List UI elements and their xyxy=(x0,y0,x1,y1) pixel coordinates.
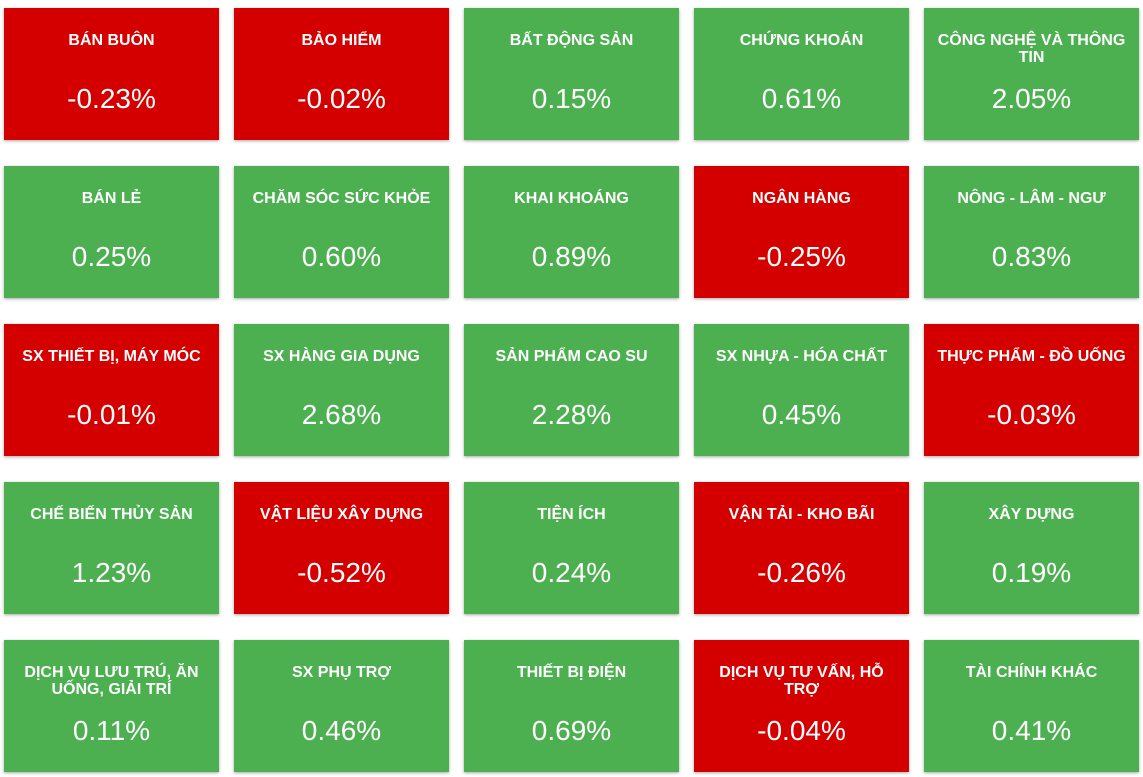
sector-name: CHỨNG KHOÁN xyxy=(739,32,864,49)
sector-tile[interactable]: SX PHỤ TRỢ 0.46% xyxy=(234,640,449,772)
sector-tile[interactable]: CHĂM SÓC SỨC KHỎE 0.60% xyxy=(234,166,449,298)
sector-tile[interactable]: SẢN PHẨM CAO SU 2.28% xyxy=(464,324,679,456)
sector-tile[interactable]: NÔNG - LÂM - NGƯ 0.83% xyxy=(924,166,1139,298)
sector-change: -0.25% xyxy=(757,241,846,272)
sector-tile[interactable]: XÂY DỰNG 0.19% xyxy=(924,482,1139,614)
sector-name: DỊCH VỤ LƯU TRÚ, ĂN UỐNG, GIẢI TRÍ xyxy=(24,664,199,698)
sector-tile[interactable]: KHAI KHOÁNG 0.89% xyxy=(464,166,679,298)
sector-change: -0.52% xyxy=(297,557,386,588)
sector-change: 0.61% xyxy=(761,83,842,114)
sector-change: 2.68% xyxy=(301,399,382,430)
sector-change: 0.89% xyxy=(531,241,612,272)
sector-tile[interactable]: CHỨNG KHOÁN 0.61% xyxy=(694,8,909,140)
sector-tile[interactable]: BẤT ĐỘNG SẢN 0.15% xyxy=(464,8,679,140)
sector-change: -0.01% xyxy=(67,399,156,430)
sector-tile[interactable]: DỊCH VỤ LƯU TRÚ, ĂN UỐNG, GIẢI TRÍ 0.11% xyxy=(4,640,219,772)
sector-tile[interactable]: CHẾ BIẾN THỦY SẢN 1.23% xyxy=(4,482,219,614)
sector-name: SX NHỰA - HÓA CHẤT xyxy=(715,348,888,365)
sector-tile[interactable]: NGÂN HÀNG -0.25% xyxy=(694,166,909,298)
sector-change: 0.45% xyxy=(761,399,842,430)
sector-tile[interactable]: VẬN TẢI - KHO BÃI -0.26% xyxy=(694,482,909,614)
sector-change: 2.28% xyxy=(531,399,612,430)
sector-tile[interactable]: THIẾT BỊ ĐIỆN 0.69% xyxy=(464,640,679,772)
sector-change: 0.83% xyxy=(991,241,1072,272)
sector-change: -0.03% xyxy=(987,399,1076,430)
sector-tile[interactable]: BÁN BUÔN -0.23% xyxy=(4,8,219,140)
sector-heatmap-grid: BÁN BUÔN -0.23% BẢO HIỂM -0.02% BẤT ĐỘNG… xyxy=(4,8,1139,772)
sector-change: -0.02% xyxy=(297,83,386,114)
sector-tile[interactable]: DỊCH VỤ TƯ VẤN, HỖ TRỢ -0.04% xyxy=(694,640,909,772)
sector-name: CÔNG NGHỆ VÀ THÔNG TIN xyxy=(937,32,1126,66)
sector-tile[interactable]: SX NHỰA - HÓA CHẤT 0.45% xyxy=(694,324,909,456)
sector-name: DỊCH VỤ TƯ VẤN, HỖ TRỢ xyxy=(719,664,884,698)
sector-name: SX THIẾT BỊ, MÁY MÓC xyxy=(22,348,201,365)
sector-tile[interactable]: SX THIẾT BỊ, MÁY MÓC -0.01% xyxy=(4,324,219,456)
sector-change: 0.41% xyxy=(991,715,1072,746)
sector-name: XÂY DỰNG xyxy=(988,506,1075,523)
sector-name: NÔNG - LÂM - NGƯ xyxy=(957,190,1106,207)
sector-change: 0.19% xyxy=(991,557,1072,588)
sector-name: SẢN PHẨM CAO SU xyxy=(495,348,648,365)
sector-tile[interactable]: VẬT LIỆU XÂY DỰNG -0.52% xyxy=(234,482,449,614)
sector-change: 0.11% xyxy=(72,715,151,746)
sector-name: BẤT ĐỘNG SẢN xyxy=(509,32,634,49)
sector-name: BẢO HIỂM xyxy=(301,32,382,49)
sector-change: 2.05% xyxy=(991,83,1072,114)
sector-change: 0.60% xyxy=(301,241,382,272)
sector-tile[interactable]: BÁN LẺ 0.25% xyxy=(4,166,219,298)
sector-change: 0.69% xyxy=(531,715,612,746)
sector-name: CHĂM SÓC SỨC KHỎE xyxy=(252,190,431,207)
sector-name: TIỆN ÍCH xyxy=(537,506,606,523)
sector-tile[interactable]: BẢO HIỂM -0.02% xyxy=(234,8,449,140)
sector-name: BÁN LẺ xyxy=(81,190,142,207)
sector-change: -0.04% xyxy=(757,715,846,746)
sector-name: CHẾ BIẾN THỦY SẢN xyxy=(30,506,193,523)
sector-name: VẬT LIỆU XÂY DỰNG xyxy=(259,506,424,523)
sector-name: TÀI CHÍNH KHÁC xyxy=(965,664,1098,681)
sector-name: SX PHỤ TRỢ xyxy=(292,664,391,681)
sector-change: 1.23% xyxy=(71,557,152,588)
sector-tile[interactable]: SX HÀNG GIA DỤNG 2.68% xyxy=(234,324,449,456)
sector-change: 0.15% xyxy=(531,83,612,114)
sector-change: -0.26% xyxy=(757,557,846,588)
sector-tile[interactable]: TIỆN ÍCH 0.24% xyxy=(464,482,679,614)
sector-name: BÁN BUÔN xyxy=(68,32,155,49)
sector-name: THỰC PHẨM - ĐỒ UỐNG xyxy=(937,348,1126,365)
sector-tile[interactable]: CÔNG NGHỆ VÀ THÔNG TIN 2.05% xyxy=(924,8,1139,140)
sector-change: 0.46% xyxy=(301,715,382,746)
sector-tile[interactable]: THỰC PHẨM - ĐỒ UỐNG -0.03% xyxy=(924,324,1139,456)
sector-tile[interactable]: TÀI CHÍNH KHÁC 0.41% xyxy=(924,640,1139,772)
sector-name: VẬN TẢI - KHO BÃI xyxy=(728,506,875,523)
sector-change: 0.25% xyxy=(71,241,152,272)
sector-name: KHAI KHOÁNG xyxy=(514,190,629,207)
sector-change: -0.23% xyxy=(67,83,156,114)
sector-name: THIẾT BỊ ĐIỆN xyxy=(516,664,627,681)
sector-name: SX HÀNG GIA DỤNG xyxy=(263,348,420,365)
sector-name: NGÂN HÀNG xyxy=(752,190,851,207)
sector-change: 0.24% xyxy=(531,557,612,588)
